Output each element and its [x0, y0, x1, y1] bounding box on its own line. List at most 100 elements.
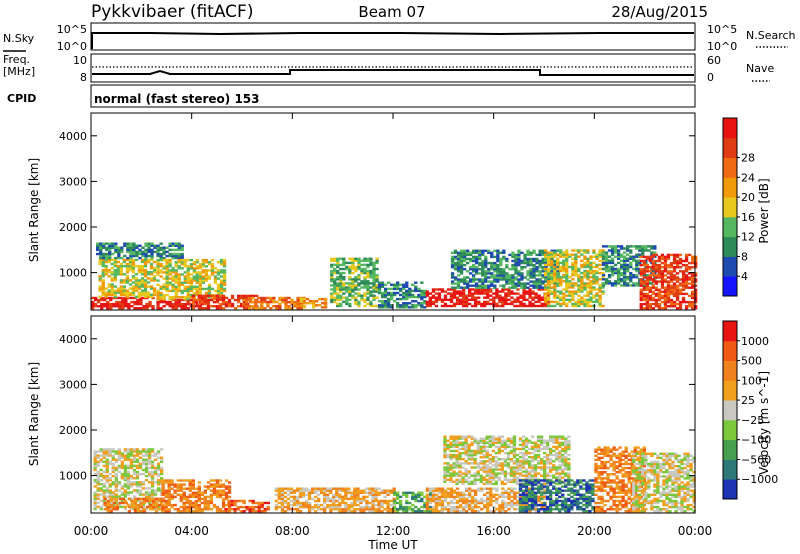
power-cell	[547, 292, 551, 295]
power-cell	[499, 259, 503, 263]
velocity-cell	[150, 493, 155, 496]
power-cell	[375, 280, 379, 283]
power-cell	[299, 304, 304, 307]
velocity-cell	[108, 485, 112, 488]
velocity-cell	[218, 493, 223, 496]
power-cell	[469, 253, 473, 257]
power-cell	[296, 300, 300, 304]
velocity-cell	[522, 503, 526, 507]
power-cell	[91, 302, 95, 306]
velocity-cell	[455, 449, 459, 453]
power-cell	[126, 244, 130, 247]
velocity-cell	[156, 466, 161, 470]
velocity-cell	[185, 487, 189, 490]
power-cell	[348, 302, 352, 306]
power-cell	[131, 275, 136, 278]
velocity-cell	[371, 505, 375, 509]
power-cell	[221, 298, 226, 302]
velocity-cell	[99, 460, 103, 463]
power-cell	[514, 286, 518, 289]
power-cell	[177, 287, 181, 291]
velocity-cell	[461, 480, 465, 483]
velocity-cell	[371, 508, 375, 511]
velocity-cell	[537, 495, 541, 499]
power-cell	[574, 304, 578, 308]
power-cell	[423, 291, 427, 295]
power-cell	[396, 302, 400, 305]
velocity-cell	[428, 501, 432, 505]
power-cell	[654, 286, 658, 289]
velocity-cell	[161, 489, 165, 492]
power-cell	[487, 270, 491, 273]
velocity-cell	[96, 487, 100, 490]
nsky-panel	[90, 22, 696, 51]
velocity-cell	[170, 503, 174, 507]
power-cell	[321, 297, 325, 301]
power-cell	[577, 267, 581, 271]
velocity-cell	[452, 439, 456, 442]
velocity-cell	[292, 495, 297, 499]
power-cell	[589, 255, 593, 258]
power-cell	[556, 290, 560, 293]
velocity-cell	[307, 497, 312, 501]
velocity-cell	[458, 466, 462, 469]
power-cell	[681, 292, 686, 296]
power-cell	[598, 298, 602, 301]
power-cell	[648, 288, 652, 291]
power-cell	[98, 295, 102, 298]
power-cell	[681, 300, 686, 304]
velocity-cell	[153, 503, 158, 507]
power-cell	[221, 302, 226, 306]
velocity-cell	[298, 487, 303, 490]
power-cell	[574, 253, 578, 256]
velocity-cell	[443, 435, 447, 438]
power-cell	[168, 277, 172, 280]
power-cell	[645, 307, 649, 310]
power-cell	[305, 297, 310, 301]
velocity-cell	[446, 456, 450, 459]
velocity-cell	[170, 487, 174, 490]
power-cell	[177, 279, 181, 282]
power-cell	[147, 246, 151, 249]
power-cell	[345, 296, 349, 299]
velocity-cell	[114, 468, 118, 472]
power-cell	[556, 302, 560, 306]
power-cell	[517, 251, 521, 254]
velocity-cell	[383, 501, 387, 505]
power-cell	[550, 271, 554, 275]
power-cell	[495, 294, 499, 297]
power-cell	[174, 298, 178, 302]
power-cell	[216, 277, 221, 280]
power-cell	[669, 305, 674, 308]
velocity-cell	[111, 458, 115, 461]
power-cell	[657, 276, 662, 279]
power-cell	[171, 254, 175, 258]
power-cell	[463, 257, 467, 261]
power-cell	[129, 244, 133, 247]
power-cell	[520, 286, 524, 289]
power-cell	[177, 248, 181, 252]
power-cell	[366, 259, 370, 262]
power-cell	[110, 291, 114, 294]
velocity-cell	[389, 510, 393, 513]
power-cell	[529, 276, 533, 279]
power-cell	[487, 272, 491, 275]
power-cell	[501, 304, 505, 308]
power-cell	[177, 281, 181, 284]
velocity-cell	[111, 481, 115, 484]
power-cell	[678, 288, 683, 291]
power-cell	[514, 257, 518, 261]
power-cell	[469, 259, 473, 263]
power-cell	[177, 256, 181, 260]
velocity-cell	[393, 501, 397, 505]
power-cell	[642, 280, 646, 283]
velocity-cell	[123, 458, 127, 461]
power-cell	[666, 292, 671, 296]
power-cell	[227, 302, 232, 306]
velocity-cell	[377, 501, 381, 505]
power-cell	[254, 300, 258, 304]
power-cell	[672, 290, 677, 293]
velocity-cell	[455, 460, 459, 463]
velocity-cell	[465, 510, 469, 513]
velocity-cell	[295, 487, 300, 490]
